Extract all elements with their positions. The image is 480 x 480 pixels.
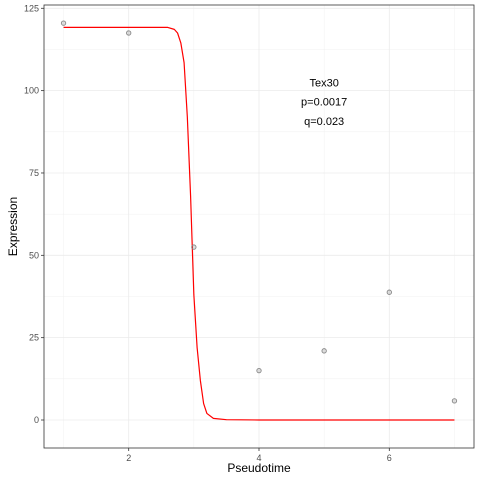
data-point (256, 367, 262, 374)
annotation-text: p=0.0017 (301, 97, 347, 109)
data-point (321, 348, 327, 354)
y-tick-label: 25 (29, 333, 39, 343)
fit-curve (63, 26, 455, 421)
y-axis-title: Expression (6, 197, 20, 256)
x-tick-label: 4 (256, 453, 261, 463)
data-point (126, 30, 132, 36)
y-tick-label: 50 (29, 250, 39, 260)
axis-ticks: 2 4 6 0 25 50 75 100 125 (24, 3, 392, 463)
x-axis-title: Pseudotime (227, 461, 291, 475)
data-point (451, 398, 458, 404)
annotation-text: q=0.023 (304, 116, 344, 128)
annotation-group: Tex30 p=0.0017 q=0.023 (301, 77, 347, 128)
y-tick-label: 0 (34, 415, 39, 425)
data-point (60, 20, 67, 26)
data-point (386, 289, 392, 295)
chart-marks (60, 20, 458, 421)
y-tick-label: 75 (29, 168, 39, 178)
annotation-text: Tex30 (309, 77, 338, 89)
data-point (191, 244, 197, 250)
y-tick-label: 125 (24, 3, 39, 13)
x-tick-label: 6 (387, 453, 392, 463)
x-tick-label: 2 (126, 453, 131, 463)
y-tick-label: 100 (24, 86, 39, 96)
grid-major (44, 5, 474, 448)
